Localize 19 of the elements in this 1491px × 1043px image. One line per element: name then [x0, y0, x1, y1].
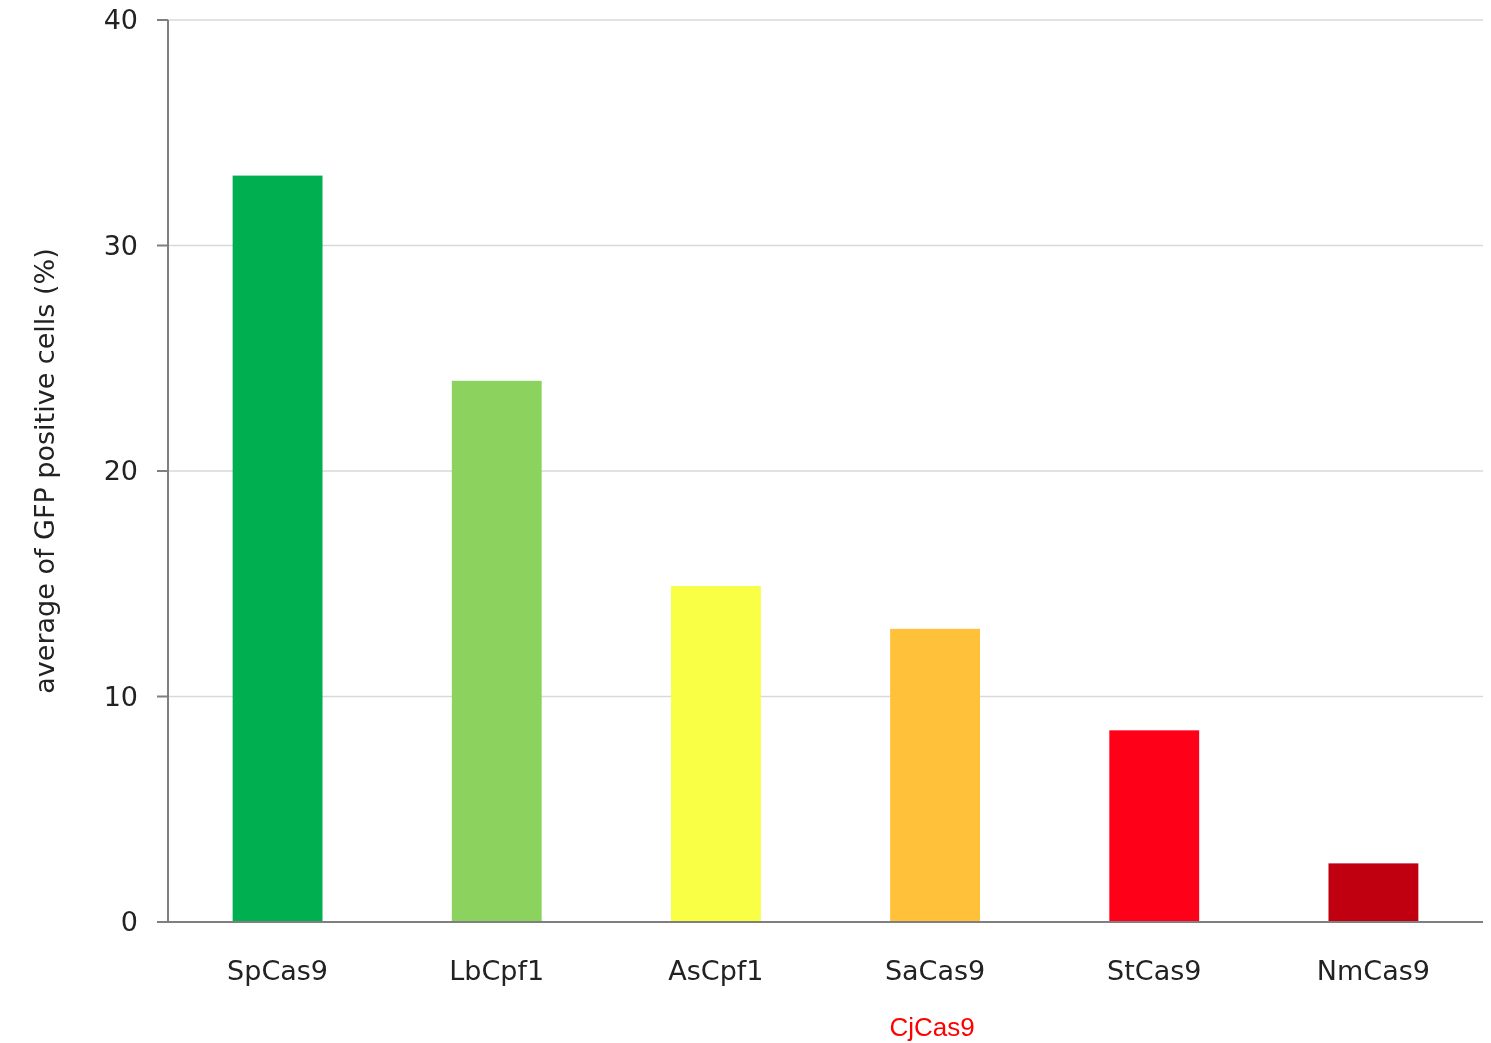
bar — [1109, 730, 1200, 922]
bar — [232, 175, 323, 922]
x-tick-label: SpCas9 — [227, 955, 329, 986]
y-tick-label: 40 — [103, 4, 138, 36]
bar — [670, 586, 761, 922]
y-tick-label: 10 — [103, 680, 138, 712]
y-axis-title: average of GFP positive cells (%) — [29, 248, 60, 694]
x-tick-label: NmCas9 — [1316, 955, 1430, 986]
text: CjCas9 — [889, 1012, 975, 1042]
bar — [890, 628, 981, 922]
y-tick-label: 20 — [103, 455, 138, 487]
x-tick-label: AsCpf1 — [668, 955, 764, 986]
x-tick-label: StCas9 — [1107, 955, 1202, 986]
y-tick-label: 0 — [120, 906, 138, 938]
bar — [1328, 863, 1419, 922]
x-tick-label: LbCpf1 — [449, 955, 545, 986]
x-tick-label: SaCas9 — [884, 955, 986, 986]
y-tick-label: 30 — [103, 229, 138, 261]
bar — [451, 380, 542, 922]
